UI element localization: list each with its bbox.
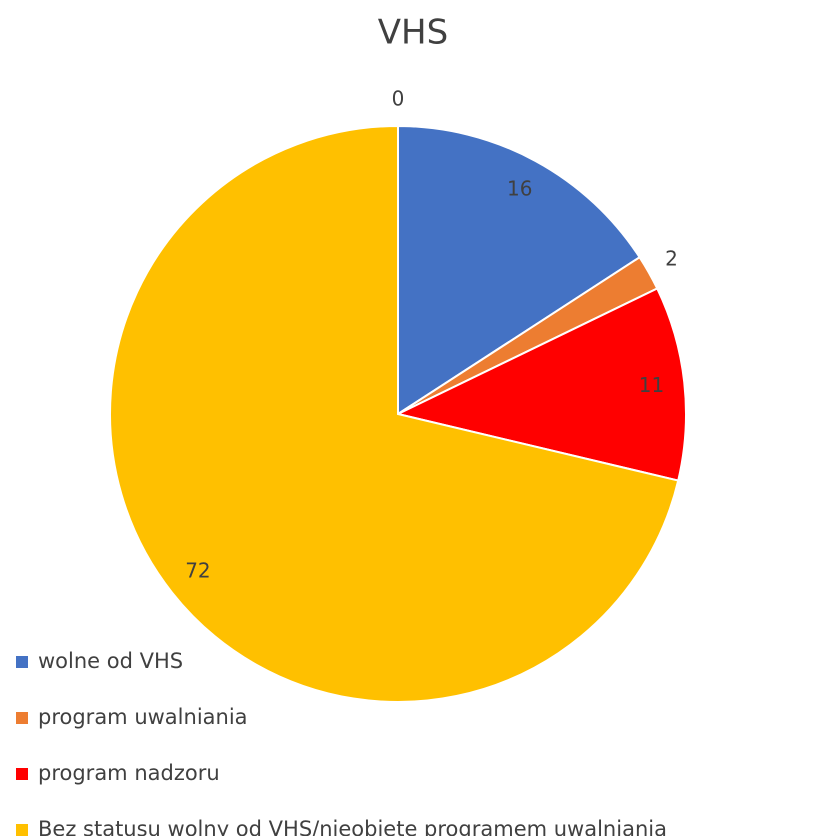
data-label: 11 xyxy=(639,373,664,397)
chart-title: VHS xyxy=(378,13,448,53)
legend-label: Bez statusu wolny od VHS/nieobjęte progr… xyxy=(38,817,667,836)
data-label: 0 xyxy=(392,87,405,111)
legend-label: program uwalniania xyxy=(38,705,248,729)
data-label: 16 xyxy=(507,176,532,200)
legend-swatch xyxy=(16,712,28,724)
legend-swatch xyxy=(16,656,28,668)
data-label: 72 xyxy=(185,559,210,583)
legend-swatch xyxy=(16,824,28,836)
data-label: 2 xyxy=(665,246,678,270)
legend-label: wolne od VHS xyxy=(38,649,183,673)
chart: VHS 0 16 2 11 72 wolne od VHS program uwalnian… xyxy=(0,0,823,836)
legend-swatch xyxy=(16,768,28,780)
legend-label: program nadzoru xyxy=(38,761,220,785)
